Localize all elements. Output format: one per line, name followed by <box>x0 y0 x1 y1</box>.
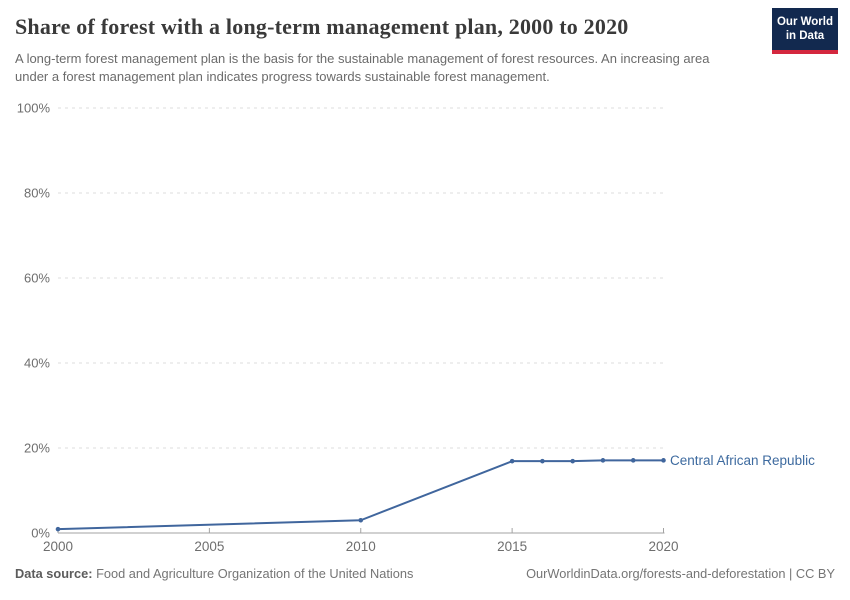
data-point[interactable] <box>570 458 575 464</box>
series-entity-label[interactable]: Central African Republic <box>670 453 815 468</box>
data-point[interactable] <box>661 458 666 463</box>
data-point[interactable] <box>55 526 61 532</box>
owid-footer-link[interactable]: OurWorldinData.org/forests-and-deforesta… <box>526 566 835 581</box>
y-tick-label: 0% <box>31 526 50 541</box>
y-tick-label: 60% <box>24 271 50 286</box>
data-point[interactable] <box>509 458 515 464</box>
data-point[interactable] <box>540 458 545 464</box>
data-point[interactable] <box>630 458 636 463</box>
series-line <box>57 459 665 531</box>
chart-title: Share of forest with a long-term managem… <box>15 14 629 39</box>
data-point[interactable] <box>600 458 606 463</box>
y-tick-label: 100% <box>17 101 51 116</box>
data-source: Data source: Food and Agriculture Organi… <box>15 566 413 581</box>
x-tick-label: 2005 <box>194 539 224 554</box>
x-tick-label: 2015 <box>497 539 527 554</box>
chart-subtitle: A long-term forest management plan is th… <box>15 51 710 84</box>
owid-logo[interactable]: Our World in Data <box>772 8 838 54</box>
chart-footer: Data source: Food and Agriculture Organi… <box>15 566 835 581</box>
data-source-label: Data source: <box>15 566 93 581</box>
x-tick-label: 2000 <box>43 539 73 554</box>
data-source-text: Food and Agriculture Organization of the… <box>92 566 414 581</box>
y-tick-label: 40% <box>24 356 50 371</box>
x-tick-label: 2010 <box>346 539 376 554</box>
x-tick-label: 2020 <box>648 539 678 554</box>
owid-logo-line2: in Data <box>785 29 825 42</box>
y-tick-label: 80% <box>24 186 50 201</box>
y-tick-label: 20% <box>24 441 50 456</box>
data-point[interactable] <box>358 517 364 523</box>
owid-logo-line1: Our World <box>776 16 833 28</box>
